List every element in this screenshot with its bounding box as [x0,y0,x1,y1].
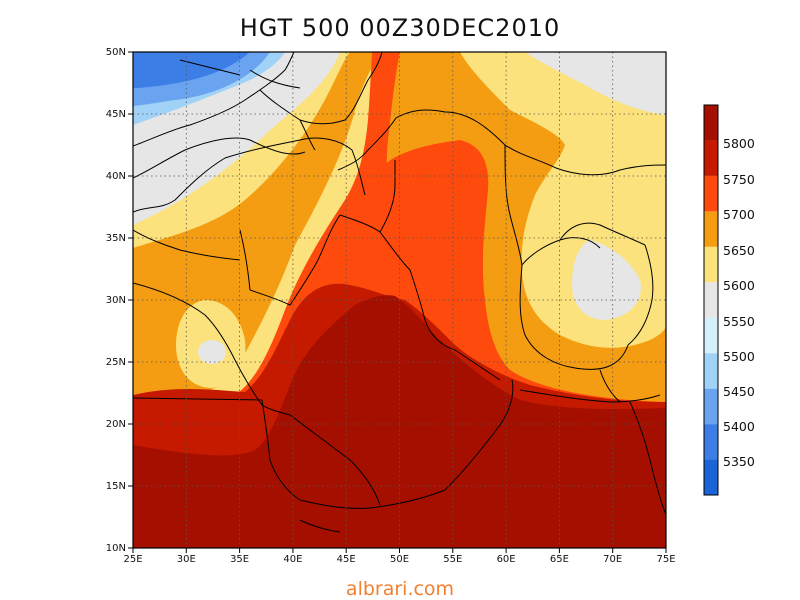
lat-lon-grid [133,52,666,548]
colorbar: 5350 5400 5450 5500 5550 5600 5650 5700 … [703,104,755,496]
colorbar-swatch [704,317,718,354]
field-5550-5600-egypt [198,340,226,364]
colorbar-label: 5650 [723,243,755,258]
field-5350-5400-north [133,52,250,88]
colorbar-outline [703,104,719,496]
colorbar-swatch [704,105,718,141]
x-tick-label: 40E [283,554,302,565]
y-tick-label: 35N [106,233,126,244]
colorbar-label: 5350 [723,454,755,469]
y-tick-label: 30N [106,295,126,306]
colorbar-label: 5700 [723,207,755,222]
colorbar-swatch [704,459,718,495]
y-tick-labels: 10N 15N 20N 25N 30N 35N 40N 45N 50N [106,47,126,554]
x-tick-label: 50E [390,554,409,565]
colorbar-swatch [704,353,718,389]
colorbar-swatch [704,388,718,425]
x-tick-label: 75E [656,554,675,565]
y-tick-label: 10N [106,543,126,554]
colorbar-swatch [704,211,718,247]
colorbar-label: 5500 [723,349,755,364]
colorbar-swatch [704,140,718,176]
axis-ticks [128,51,667,553]
colorbar-label: 5400 [723,419,755,434]
x-tick-label: 65E [550,554,569,565]
x-tick-label: 70E [603,554,622,565]
field-5550-5600-northeast [525,52,666,115]
x-tick-label: 60E [497,554,516,565]
country-borders [133,52,666,533]
y-tick-label: 20N [106,419,126,430]
x-tick-label: 45E [337,554,356,565]
map-title: HGT 500 00Z30DEC2010 [239,14,561,42]
x-tick-labels: 25E 30E 35E 40E 45E 50E 55E 60E 65E 70E … [123,554,675,565]
y-tick-label: 45N [106,109,126,120]
x-tick-label: 55E [443,554,462,565]
x-tick-label: 25E [123,554,142,565]
y-tick-label: 15N [106,481,126,492]
colorbar-label: 5600 [723,278,755,293]
colorbar-swatch [704,282,718,318]
x-tick-label: 30E [177,554,196,565]
y-tick-label: 25N [106,357,126,368]
colorbar-label: 5800 [723,136,755,151]
colorbar-label: 5550 [723,314,755,329]
colorbar-label: 5450 [723,384,755,399]
colorbar-swatch [704,424,718,460]
x-tick-label: 35E [230,554,249,565]
y-tick-label: 40N [106,171,126,182]
colorbar-swatches [704,105,718,495]
y-tick-label: 50N [106,47,126,58]
colorbar-swatch [704,246,718,283]
colorbar-label: 5750 [723,172,755,187]
colorbar-swatch [704,175,718,212]
site-watermark: albrari.com [345,578,455,600]
